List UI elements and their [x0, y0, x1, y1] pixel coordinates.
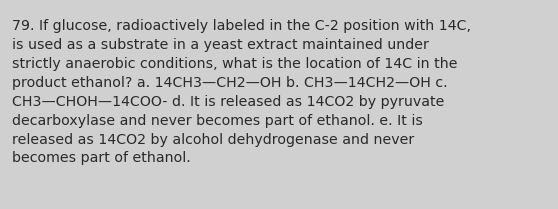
Text: 79. If glucose, radioactively labeled in the C-2 position with 14C,
is used as a: 79. If glucose, radioactively labeled in… [12, 19, 472, 166]
